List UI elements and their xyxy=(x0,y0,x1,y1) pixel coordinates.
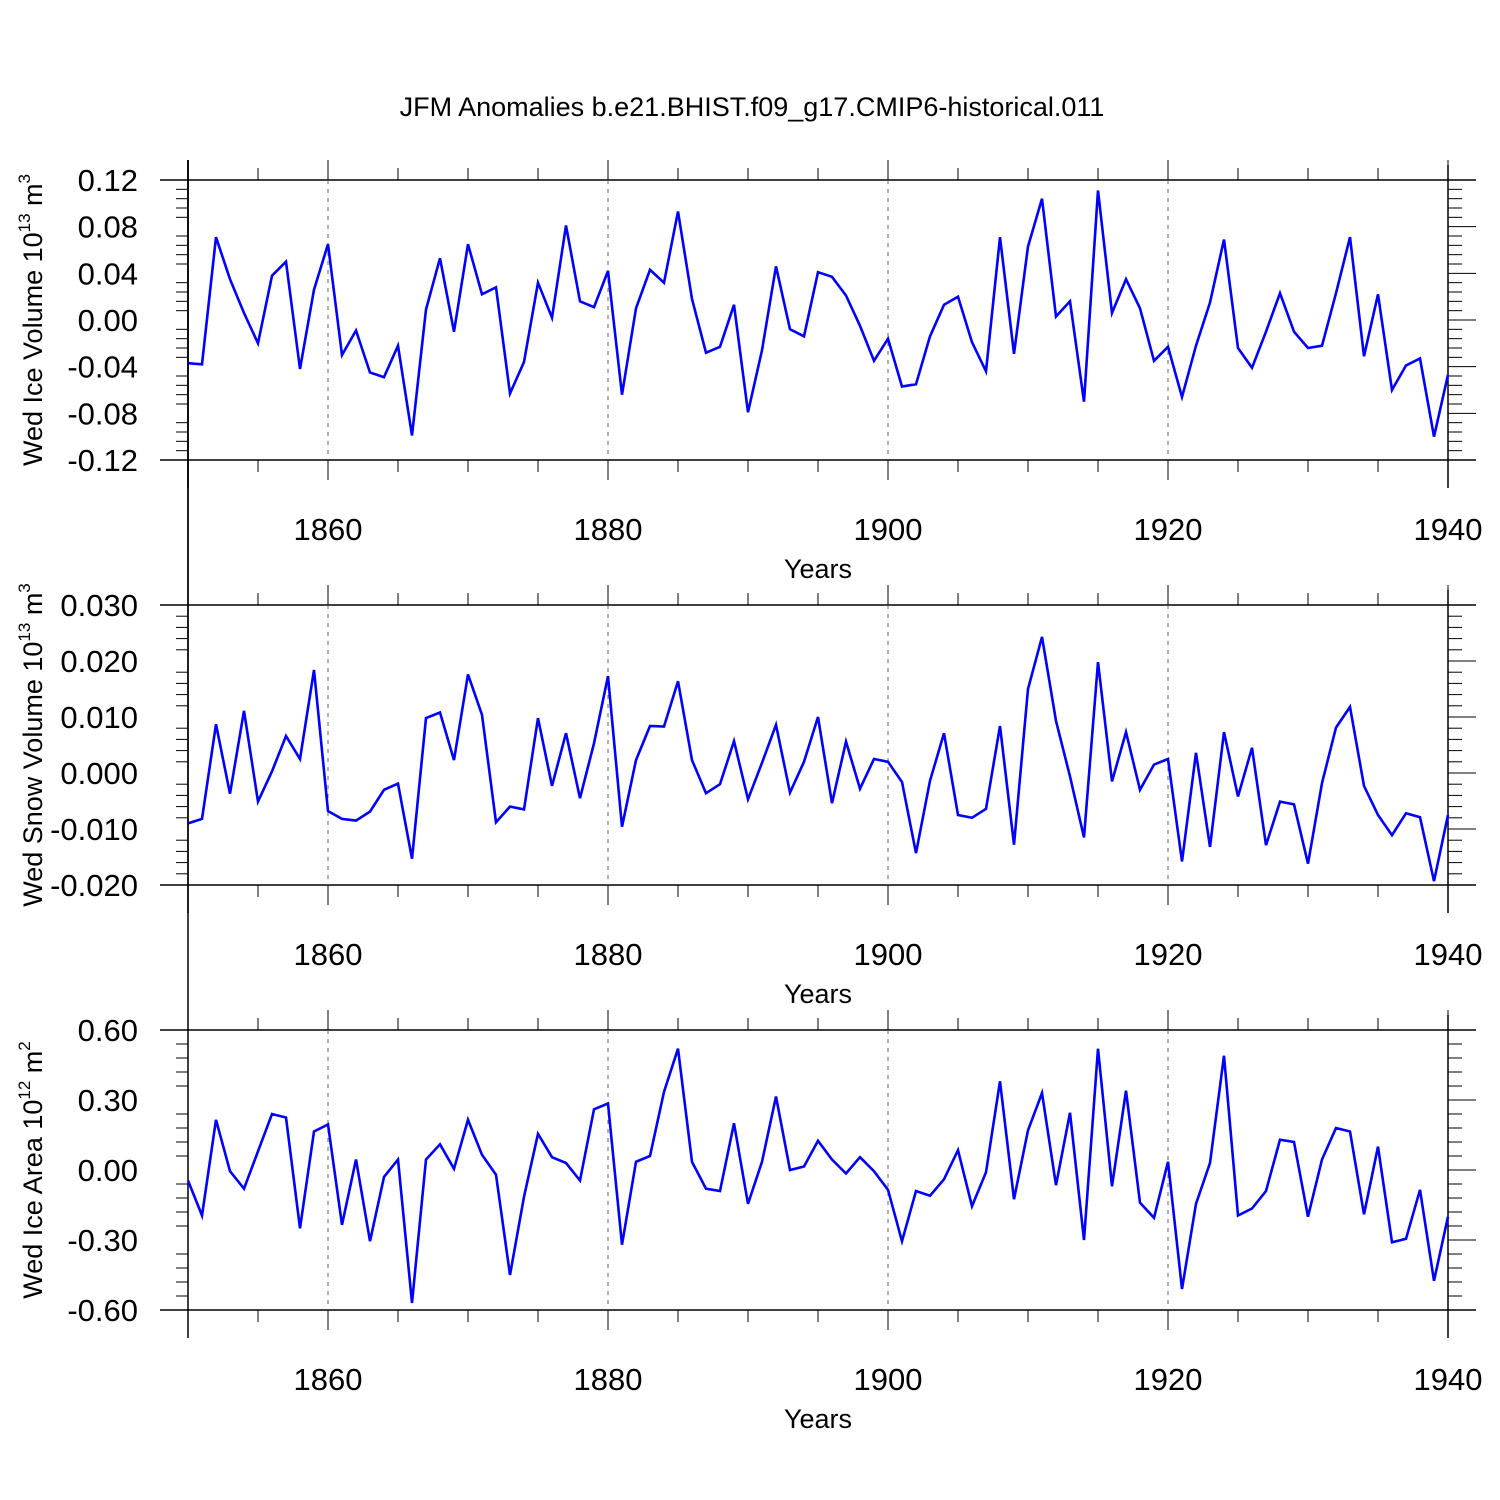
y-axis-label-main: Wed Ice Volume 10 xyxy=(18,232,48,466)
y-axis-label-main: Wed Ice Area 10 xyxy=(18,1100,48,1299)
x-tick-label: 1860 xyxy=(294,1362,363,1397)
x-tick-label: 1920 xyxy=(1134,1362,1203,1397)
x-axis-label: Years xyxy=(784,979,852,1009)
x-tick-label: 1940 xyxy=(1414,937,1483,972)
y-tick-label: 0.00 xyxy=(78,1153,138,1188)
figure-title: JFM Anomalies b.e21.BHIST.f09_g17.CMIP6-… xyxy=(400,92,1105,122)
y-axis-label-unit-exponent: 2 xyxy=(15,1041,34,1050)
x-tick-label: 1900 xyxy=(854,1362,923,1397)
y-axis-label-unit-exponent: 3 xyxy=(15,174,34,183)
y-axis-label-main: Wed Snow Volume 10 xyxy=(18,642,48,907)
y-axis-label-unit-exponent: 3 xyxy=(15,583,34,592)
y-tick-label: 0.12 xyxy=(78,163,138,198)
panel-1: 1860 1880 1900 1920 1940 Years -0.12 -0.08 -0.04… xyxy=(15,160,1482,584)
y-axis-label: Wed Ice Area 1012 m2 xyxy=(15,1041,48,1299)
series-line xyxy=(187,190,1450,437)
x-tick-label: 1900 xyxy=(854,512,923,547)
y-axis-label-unit: m xyxy=(18,183,48,213)
x-tick-label: 1880 xyxy=(574,512,643,547)
series-line xyxy=(187,636,1450,882)
y-tick-label: 0.030 xyxy=(60,588,138,623)
x-tick-label: 1920 xyxy=(1134,937,1203,972)
y-tick-label: 0.010 xyxy=(60,700,138,735)
y-tick-label: -0.010 xyxy=(50,812,138,847)
series-line xyxy=(186,1048,1450,1304)
x-tick-label: 1940 xyxy=(1414,1362,1483,1397)
x-tick-label: 1900 xyxy=(854,937,923,972)
panel-3: 1860 1880 1900 1920 1940Years-0.60-0.300.000… xyxy=(15,160,1482,1434)
x-tick-label: 1860 xyxy=(294,512,363,547)
y-tick-label: 0.08 xyxy=(78,210,138,245)
y-axis-label-unit: m xyxy=(18,1051,48,1081)
y-axis-label-unit: m xyxy=(18,593,48,623)
y-axis-label: Wed Snow Volume 1013 m3 xyxy=(15,583,48,907)
y-tick-label: -0.12 xyxy=(67,443,138,478)
y-tick-label: -0.08 xyxy=(67,396,138,431)
x-tick-label: 1940 xyxy=(1414,512,1483,547)
x-axis-label: Years xyxy=(784,1404,852,1434)
y-tick-label: 0.04 xyxy=(78,256,138,291)
panel-2: 1860 1880 1900 1920 1940 Years -0.020 -0.010 0.0… xyxy=(15,160,1482,1009)
y-axis-label-exponent: 13 xyxy=(15,623,34,642)
x-tick-label: 1920 xyxy=(1134,512,1203,547)
y-tick-label: 0.30 xyxy=(78,1083,138,1118)
y-tick-label: -0.30 xyxy=(67,1223,138,1258)
y-tick-label: 0.020 xyxy=(60,644,138,679)
y-tick-label: -0.60 xyxy=(67,1293,138,1328)
x-tick-label: 1860 xyxy=(294,937,363,972)
y-tick-label: -0.020 xyxy=(50,868,138,903)
x-tick-label: 1880 xyxy=(574,1362,643,1397)
x-tick-label: 1880 xyxy=(574,937,643,972)
y-tick-label: 0.60 xyxy=(78,1013,138,1048)
y-axis-label: Wed Ice Volume 1013 m3 xyxy=(15,174,48,466)
y-tick-label: -0.04 xyxy=(67,350,138,385)
x-axis-label: Years xyxy=(784,554,852,584)
y-axis-label-exponent: 13 xyxy=(15,213,34,232)
y-tick-label: 0.00 xyxy=(78,303,138,338)
y-axis-label-exponent: 12 xyxy=(15,1081,34,1100)
y-tick-label: 0.000 xyxy=(60,756,138,791)
